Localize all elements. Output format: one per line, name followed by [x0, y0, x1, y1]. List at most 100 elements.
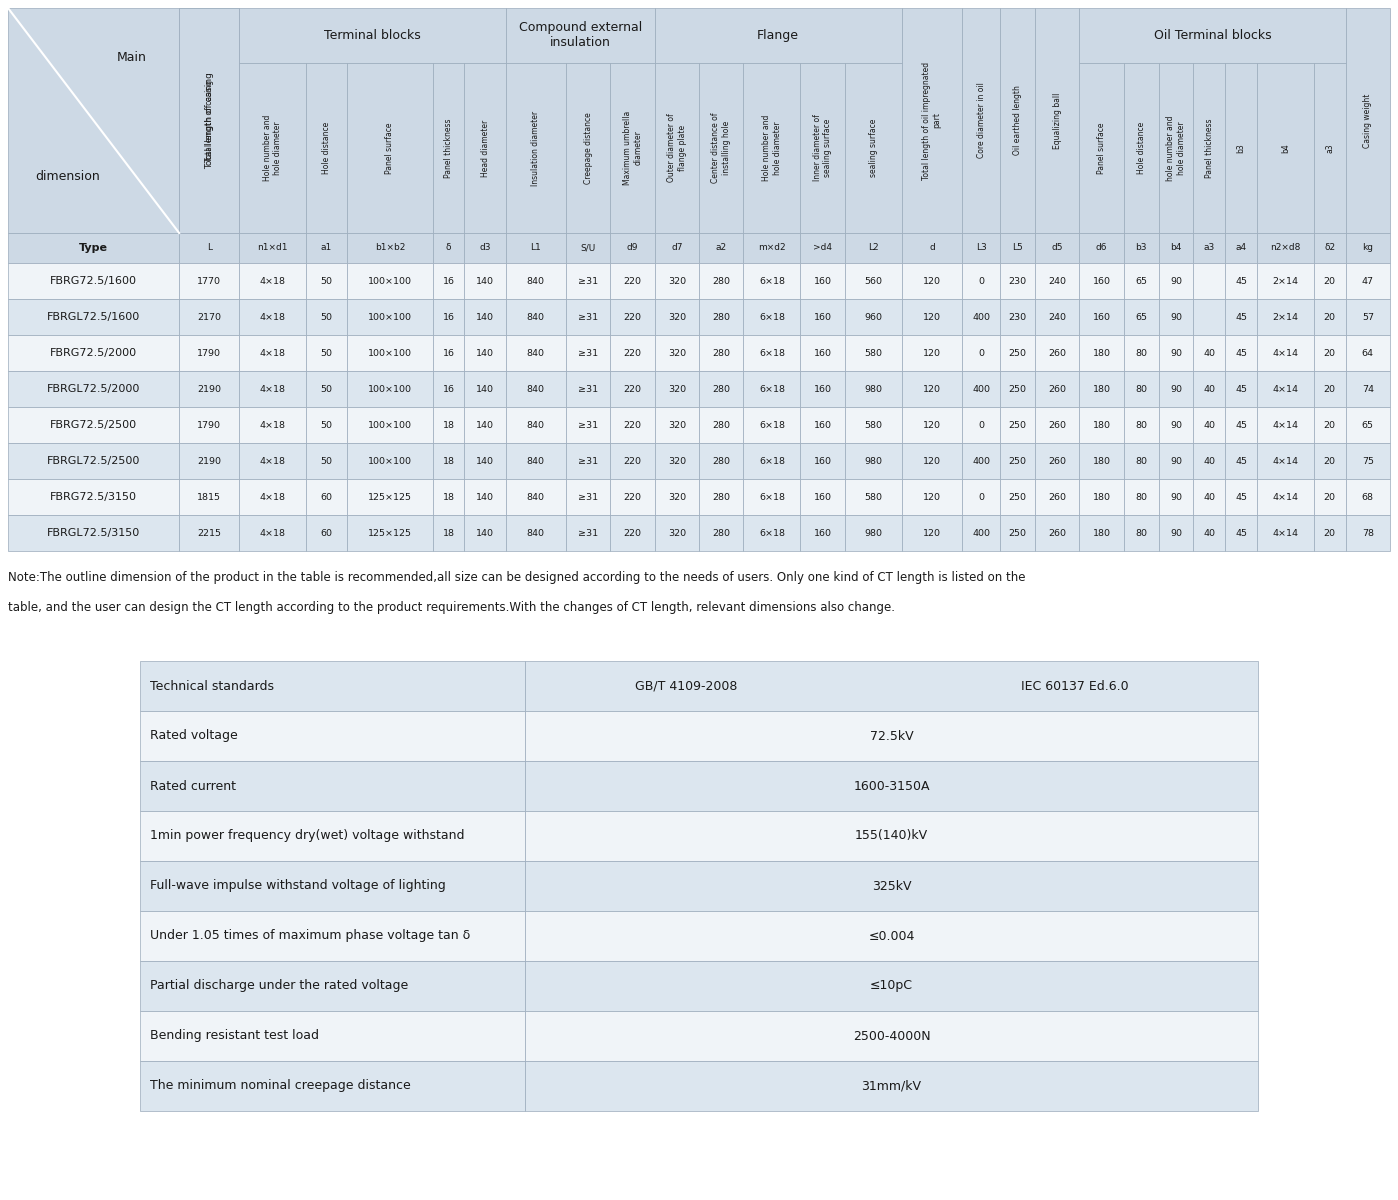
- Text: Full-wave impulse withstand voltage of lighting: Full-wave impulse withstand voltage of l…: [150, 880, 446, 893]
- Text: 4×14: 4×14: [1272, 456, 1299, 466]
- Bar: [506, 62, 566, 233]
- Bar: [239, 299, 306, 335]
- Text: ≥31: ≥31: [577, 348, 598, 358]
- Bar: [140, 1061, 526, 1111]
- Text: The minimum nominal creepage distance: The minimum nominal creepage distance: [150, 1080, 411, 1092]
- Text: 160: 160: [814, 528, 832, 538]
- Text: 80: 80: [1135, 456, 1148, 466]
- Text: 325kV: 325kV: [872, 880, 911, 893]
- Bar: [1079, 335, 1124, 371]
- Bar: [506, 443, 566, 479]
- Text: n1×d1: n1×d1: [257, 244, 288, 252]
- Bar: [239, 62, 306, 233]
- Bar: [239, 335, 306, 371]
- Bar: [611, 263, 654, 299]
- Bar: [654, 407, 699, 443]
- Text: 2×14: 2×14: [1272, 276, 1299, 286]
- Bar: [801, 233, 844, 263]
- Bar: [566, 233, 611, 263]
- Bar: [1225, 371, 1257, 407]
- Text: 320: 320: [668, 456, 686, 466]
- Text: 840: 840: [527, 492, 545, 502]
- Text: 980: 980: [864, 384, 882, 394]
- Text: 125×125: 125×125: [368, 492, 412, 502]
- Text: Compound external
insulation: Compound external insulation: [519, 22, 642, 49]
- Bar: [566, 479, 611, 515]
- Text: 400: 400: [972, 456, 990, 466]
- Bar: [347, 62, 433, 233]
- Bar: [1035, 407, 1079, 443]
- Bar: [1257, 479, 1314, 515]
- Bar: [1225, 335, 1257, 371]
- Bar: [654, 443, 699, 479]
- Bar: [140, 761, 526, 811]
- Text: 6×18: 6×18: [759, 348, 784, 358]
- Bar: [654, 263, 699, 299]
- Text: 260: 260: [1048, 492, 1067, 502]
- Bar: [1159, 62, 1194, 233]
- Bar: [8, 515, 179, 551]
- Text: 160: 160: [814, 420, 832, 430]
- Text: 240: 240: [1048, 276, 1067, 286]
- Bar: [699, 263, 744, 299]
- Text: Total length of casing: Total length of casing: [204, 79, 214, 162]
- Text: 80: 80: [1135, 384, 1148, 394]
- Text: 280: 280: [712, 348, 730, 358]
- Text: 120: 120: [923, 420, 941, 430]
- Bar: [140, 1010, 526, 1061]
- Bar: [844, 371, 902, 407]
- Bar: [902, 407, 962, 443]
- Text: Under 1.05 times of maximum phase voltage tan δ: Under 1.05 times of maximum phase voltag…: [150, 930, 470, 942]
- Bar: [8, 371, 179, 407]
- Bar: [962, 263, 1000, 299]
- Text: 320: 320: [668, 420, 686, 430]
- Bar: [1314, 479, 1346, 515]
- Text: 20: 20: [1324, 276, 1335, 286]
- Text: 2×14: 2×14: [1272, 312, 1299, 322]
- Text: Outer diameter of
flange plate: Outer diameter of flange plate: [667, 114, 686, 182]
- Text: 160: 160: [814, 456, 832, 466]
- Text: 155(140)kV: 155(140)kV: [856, 829, 928, 842]
- Text: a2: a2: [716, 244, 727, 252]
- Text: 250: 250: [1008, 348, 1026, 358]
- Bar: [526, 661, 1258, 710]
- Text: Panel thickness: Panel thickness: [1205, 119, 1213, 178]
- Text: 4×18: 4×18: [260, 492, 285, 502]
- Text: 45: 45: [1234, 312, 1247, 322]
- Text: a3: a3: [1204, 244, 1215, 252]
- Bar: [566, 62, 611, 233]
- Bar: [1159, 299, 1194, 335]
- Text: d3: d3: [480, 244, 491, 252]
- Bar: [611, 335, 654, 371]
- Text: 560: 560: [864, 276, 882, 286]
- Text: ≥31: ≥31: [577, 492, 598, 502]
- Text: 74: 74: [1362, 384, 1374, 394]
- Text: 6×18: 6×18: [759, 456, 784, 466]
- Bar: [1035, 8, 1079, 233]
- Bar: [1079, 443, 1124, 479]
- Bar: [902, 299, 962, 335]
- Text: 220: 220: [624, 420, 642, 430]
- Bar: [306, 479, 347, 515]
- Text: b1×b2: b1×b2: [375, 244, 405, 252]
- Text: Equalizing ball: Equalizing ball: [1053, 92, 1061, 149]
- Text: 260: 260: [1048, 348, 1067, 358]
- Bar: [1314, 263, 1346, 299]
- Bar: [744, 407, 801, 443]
- Text: b4: b4: [1281, 143, 1290, 152]
- Text: 40: 40: [1204, 456, 1215, 466]
- Text: 160: 160: [1093, 276, 1110, 286]
- Bar: [239, 263, 306, 299]
- Text: 160: 160: [814, 312, 832, 322]
- Bar: [179, 263, 239, 299]
- Bar: [347, 299, 433, 335]
- Text: Hole number and
hole diameter: Hole number and hole diameter: [263, 115, 282, 181]
- Bar: [1257, 263, 1314, 299]
- Text: 0: 0: [979, 492, 984, 502]
- Bar: [699, 371, 744, 407]
- Text: 2190: 2190: [197, 456, 221, 466]
- Bar: [844, 62, 902, 233]
- Text: 45: 45: [1234, 276, 1247, 286]
- Text: ≥31: ≥31: [577, 528, 598, 538]
- Text: Total length of casing: Total length of casing: [204, 72, 214, 169]
